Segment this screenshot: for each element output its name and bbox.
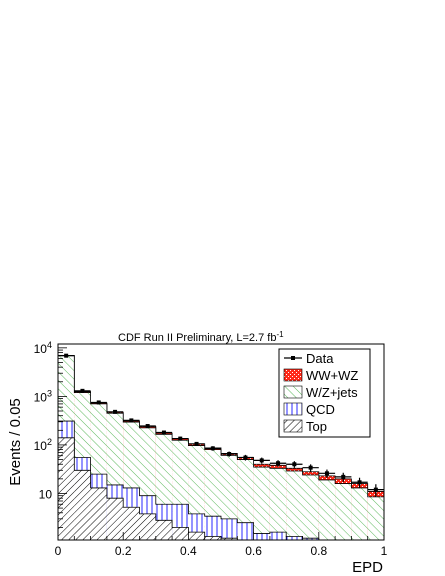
legend-entry-top: Top: [283, 419, 327, 434]
qcd-bar: [302, 538, 319, 540]
w-z-jets-bar: [367, 496, 384, 540]
wz-jets-swatch-icon: [283, 385, 303, 399]
top-bar: [172, 527, 189, 540]
data-point: [367, 484, 384, 497]
legend-label-qcd: QCD: [306, 402, 335, 417]
top-bar: [74, 470, 91, 540]
qcd-bar: [269, 532, 287, 540]
data-point: [204, 446, 221, 451]
data-point: [351, 477, 368, 489]
data-point: [302, 464, 319, 472]
x-axis-label: EPD: [352, 559, 383, 576]
y-tick-label: 104: [34, 340, 52, 356]
qcd-bar: [253, 533, 270, 540]
data-point: [253, 457, 270, 464]
top-bar: [155, 520, 173, 540]
x-tick-label: 0.2: [115, 544, 132, 558]
w-z-jets-bar: [302, 475, 319, 540]
top-bar: [188, 532, 205, 540]
top-bar: [123, 507, 140, 540]
legend-label-data: Data: [306, 351, 334, 366]
w-z-jets-bar: [335, 483, 352, 540]
qcd-bar: [204, 516, 221, 540]
top-bar: [221, 538, 238, 540]
ww-wz-swatch-icon: [283, 368, 303, 382]
top-outline: [58, 437, 384, 540]
series-top: [58, 437, 384, 540]
top-swatch-icon: [283, 419, 303, 433]
legend-entry-wz-jets: W/Z+jets: [283, 385, 358, 400]
w-z-jets-bar: [253, 467, 270, 540]
data-point: [237, 454, 254, 461]
data-point-icon: [291, 356, 295, 360]
y-tick-label: 102: [34, 437, 52, 453]
data-point: [172, 436, 189, 441]
y-axis-label: Events / 0.05: [7, 398, 24, 486]
w-z-jets-bar: [237, 459, 254, 540]
data-point: [90, 400, 107, 405]
chart-title: CDF Run II Preliminary, L=2.7 fb-1: [118, 330, 284, 345]
x-tick-label: 0.6: [245, 544, 262, 558]
w-z-jets-bar: [286, 471, 303, 540]
qcd-bar: [286, 536, 303, 540]
top-bar: [106, 498, 124, 540]
x-tick-label: 0: [55, 544, 62, 558]
top-bar: [139, 513, 156, 540]
w-z-jets-bar: [351, 487, 368, 540]
legend-label-ww-wz: WW+WZ: [306, 368, 358, 383]
qcd-bar: [221, 518, 238, 540]
legend-label-top: Top: [306, 419, 327, 434]
x-tick-label: 0.8: [310, 544, 327, 558]
data-point: [286, 461, 303, 468]
qcd-swatch-icon: [283, 402, 303, 416]
data-point: [335, 472, 352, 482]
w-z-jets-bar: [318, 479, 336, 540]
data-point: [155, 430, 173, 435]
qcd-bar: [237, 522, 254, 540]
x-tick-label: 0.4: [180, 544, 197, 558]
top-bar: [90, 487, 107, 540]
w-z-jets-bar: [269, 468, 287, 540]
data-point: [139, 424, 156, 429]
series-data: [58, 353, 384, 497]
y-tick-label: 10: [39, 487, 53, 501]
legend-entry-ww-wz: WW+WZ: [283, 368, 358, 383]
data-point: [123, 418, 140, 423]
data-point: [269, 460, 287, 467]
data-point: [318, 469, 336, 478]
x-tick-label: 1: [381, 544, 388, 558]
legend: Data WW+WZ W/Z+jets QCD Top: [278, 348, 371, 438]
legend-label-wz-jets: W/Z+jets: [306, 385, 358, 400]
top-bar: [58, 437, 75, 540]
data-point: [106, 409, 124, 414]
y-tick-label: 103: [34, 388, 52, 404]
legend-entry-data: Data: [284, 351, 334, 366]
top-bar: [204, 536, 221, 540]
data-point: [74, 388, 91, 393]
data-point: [188, 441, 205, 447]
legend-entry-qcd: QCD: [283, 402, 335, 417]
legend-box: [278, 348, 371, 438]
data-point: [221, 451, 238, 457]
